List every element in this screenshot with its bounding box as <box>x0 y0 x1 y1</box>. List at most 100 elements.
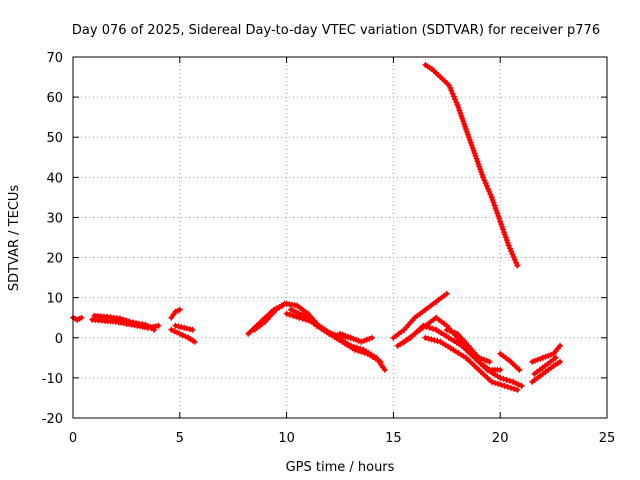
data-point <box>117 315 123 322</box>
data-point <box>485 185 491 192</box>
data-point <box>495 213 502 220</box>
data-point <box>507 384 514 391</box>
data-point <box>503 376 510 383</box>
series-arc-19 <box>529 358 563 385</box>
tick-labels: 0 5 10 15 20 25 -20 -10 0 10 20 30 40 50 60 70 <box>42 51 616 446</box>
data-point <box>460 118 467 125</box>
data-point <box>451 329 458 336</box>
data-point <box>425 335 432 342</box>
series-arc-16 <box>422 334 521 393</box>
data-point <box>497 366 504 373</box>
plot-frame <box>72 56 608 419</box>
data-point <box>347 334 354 341</box>
data-point <box>470 147 477 154</box>
data-point <box>492 205 499 212</box>
data-point <box>478 355 485 362</box>
series-arc-8 <box>251 300 288 333</box>
data-point <box>179 332 186 339</box>
data-point <box>283 310 290 317</box>
data-point <box>450 93 457 100</box>
data-point <box>539 354 546 361</box>
data-point <box>454 102 461 109</box>
data-point <box>355 347 362 354</box>
data-point <box>475 354 482 361</box>
data-point <box>352 346 358 353</box>
data-point <box>488 194 495 201</box>
data-point <box>505 242 512 249</box>
series-arc-11 <box>287 306 384 365</box>
series-arc-6 <box>172 322 196 333</box>
y-tick-label: 0 <box>55 332 63 347</box>
data-point <box>531 357 538 364</box>
data-point <box>123 317 130 324</box>
data-point <box>120 316 127 323</box>
data-point <box>155 322 162 329</box>
data-point <box>443 326 450 333</box>
data-point <box>511 256 518 263</box>
y-tick-label: 60 <box>46 91 63 106</box>
data-point <box>547 351 554 358</box>
x-tick-label: 5 <box>176 431 184 446</box>
x-axis-label: GPS time / hours <box>286 460 395 475</box>
data-point <box>453 99 460 106</box>
data-point <box>481 356 488 363</box>
data-point <box>463 126 469 133</box>
series-arc-4 <box>168 306 183 321</box>
data-point <box>456 107 463 114</box>
data-point <box>477 166 484 173</box>
x-tick-label: 15 <box>385 431 402 446</box>
data-point <box>458 112 465 119</box>
data-point <box>501 231 508 238</box>
data-point <box>486 188 493 195</box>
data-point <box>534 356 541 363</box>
data-point <box>487 191 494 198</box>
data-point <box>172 322 179 329</box>
data-point <box>426 324 433 331</box>
data-point <box>552 354 559 361</box>
data-point <box>176 330 183 337</box>
series-arc-3 <box>91 312 158 333</box>
data-point <box>478 169 485 175</box>
data-point <box>515 381 522 388</box>
data-point <box>537 355 544 362</box>
data-point <box>189 326 196 333</box>
data-point <box>483 182 490 189</box>
data-point <box>345 333 351 340</box>
chart-title: Day 076 of 2025, Sidereal Day-to-day VTE… <box>72 23 600 38</box>
y-tick-label: -10 <box>42 372 63 387</box>
data-point <box>183 325 190 332</box>
data-point <box>469 144 476 151</box>
data-point <box>513 259 520 266</box>
data-point <box>476 163 483 170</box>
data-point <box>151 326 158 333</box>
series-arc-13 <box>390 290 450 341</box>
data-point <box>447 84 454 91</box>
y-tick-label: 50 <box>46 131 63 146</box>
data-point <box>491 202 498 209</box>
data-point <box>428 336 435 343</box>
data-point <box>498 221 505 228</box>
series-arc-20 <box>529 342 563 365</box>
data-point <box>452 96 458 103</box>
data-point <box>355 337 362 344</box>
data-point <box>472 152 479 159</box>
data-point <box>443 290 450 297</box>
series-arc-15 <box>401 314 504 373</box>
series-arc-17 <box>443 326 493 365</box>
data-point <box>518 382 525 389</box>
series-arc-10 <box>283 310 388 373</box>
data-point <box>358 348 365 355</box>
data-point <box>481 177 488 184</box>
data-point <box>473 155 480 162</box>
data-point <box>506 377 513 384</box>
data-point <box>516 366 523 373</box>
data-point <box>457 110 464 117</box>
data-point <box>514 262 521 269</box>
data-point <box>482 180 489 187</box>
data-point <box>176 306 183 313</box>
series-arc-5 <box>168 326 198 345</box>
data-point <box>361 349 368 356</box>
data-point <box>504 239 511 246</box>
data-point <box>510 378 516 385</box>
